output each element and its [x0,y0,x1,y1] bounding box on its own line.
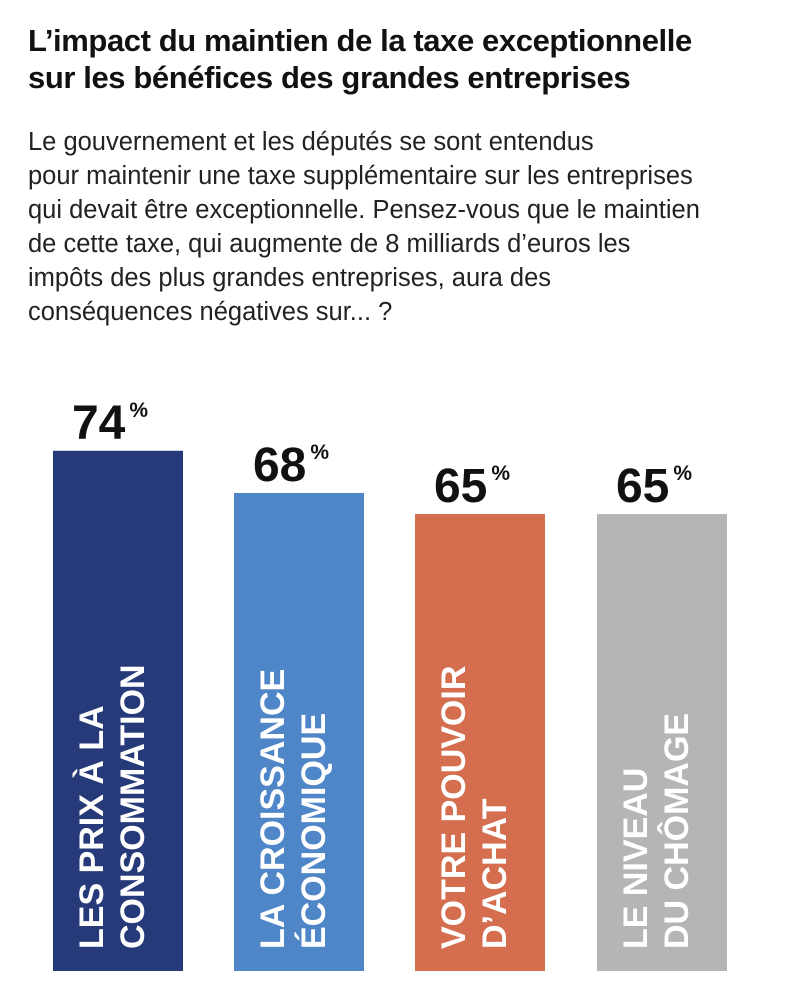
category-label-1-line-1: LES PRIX À LA [73,705,111,949]
bar-group-3: 65 % VOTRE POUVOIR D’ACHAT [415,460,545,971]
value-number-3: 65 [434,460,487,513]
chart-title: L’impact du maintien de la taxe exceptio… [28,22,768,96]
value-label-2: 68% [253,439,329,492]
subtitle-line-5: impôts des plus grandes entreprises, aur… [28,264,552,292]
value-unit-4: % [673,462,692,485]
bar-2 [234,492,364,971]
value-number-1: 74 [72,397,126,450]
bar-group-2: 68 % LA CROISSANCE ÉCONOMIQUE [234,439,364,971]
value-label-1: 74% [72,397,148,450]
category-label-1-line-2: CONSOMMATION [114,664,152,949]
value-unit-1: % [129,399,148,422]
chart-subtitle: Le gouvernement et les députés se sont e… [28,125,778,329]
value-number-4: 65 [616,460,669,513]
bar-3 [415,514,545,971]
title-line-1: L’impact du maintien de la taxe exceptio… [28,23,692,58]
value-unit-2: % [310,441,329,464]
category-label-3-line-1: VOTRE POUVOIR [435,666,473,949]
category-label-3-line-2: D’ACHAT [476,798,514,949]
category-label-4-line-1: LE NIVEAU [617,768,655,949]
title-line-2: sur les bénéfices des grandes entreprise… [28,60,631,95]
value-unit-3: % [491,462,510,485]
subtitle-line-6: conséquences négatives sur... ? [28,298,393,326]
bar-1 [53,450,183,971]
category-label-4-line-2: DU CHÔMAGE [657,713,696,949]
category-label-2-line-1: LA CROISSANCE [254,669,292,949]
value-number-2: 68 [253,439,306,492]
value-label-4: 65% [616,460,692,513]
bar-4 [597,514,727,971]
subtitle-line-3: qui devait être exceptionnelle. Pensez-v… [28,196,700,224]
bar-group-1: 74 % LES PRIX À LA CONSOMMATION [53,397,183,971]
subtitle-line-1: Le gouvernement et les députés se sont e… [28,128,594,156]
subtitle-line-2: pour maintenir une taxe supplémentaire s… [28,162,693,190]
bar-group-4: 65 % LE NIVEAU DU CHÔMAGE [597,460,727,971]
value-label-3: 65% [434,460,510,513]
subtitle-line-4: de cette taxe, qui augmente de 8 milliar… [28,230,631,258]
category-label-2-line-2: ÉCONOMIQUE [295,713,333,949]
